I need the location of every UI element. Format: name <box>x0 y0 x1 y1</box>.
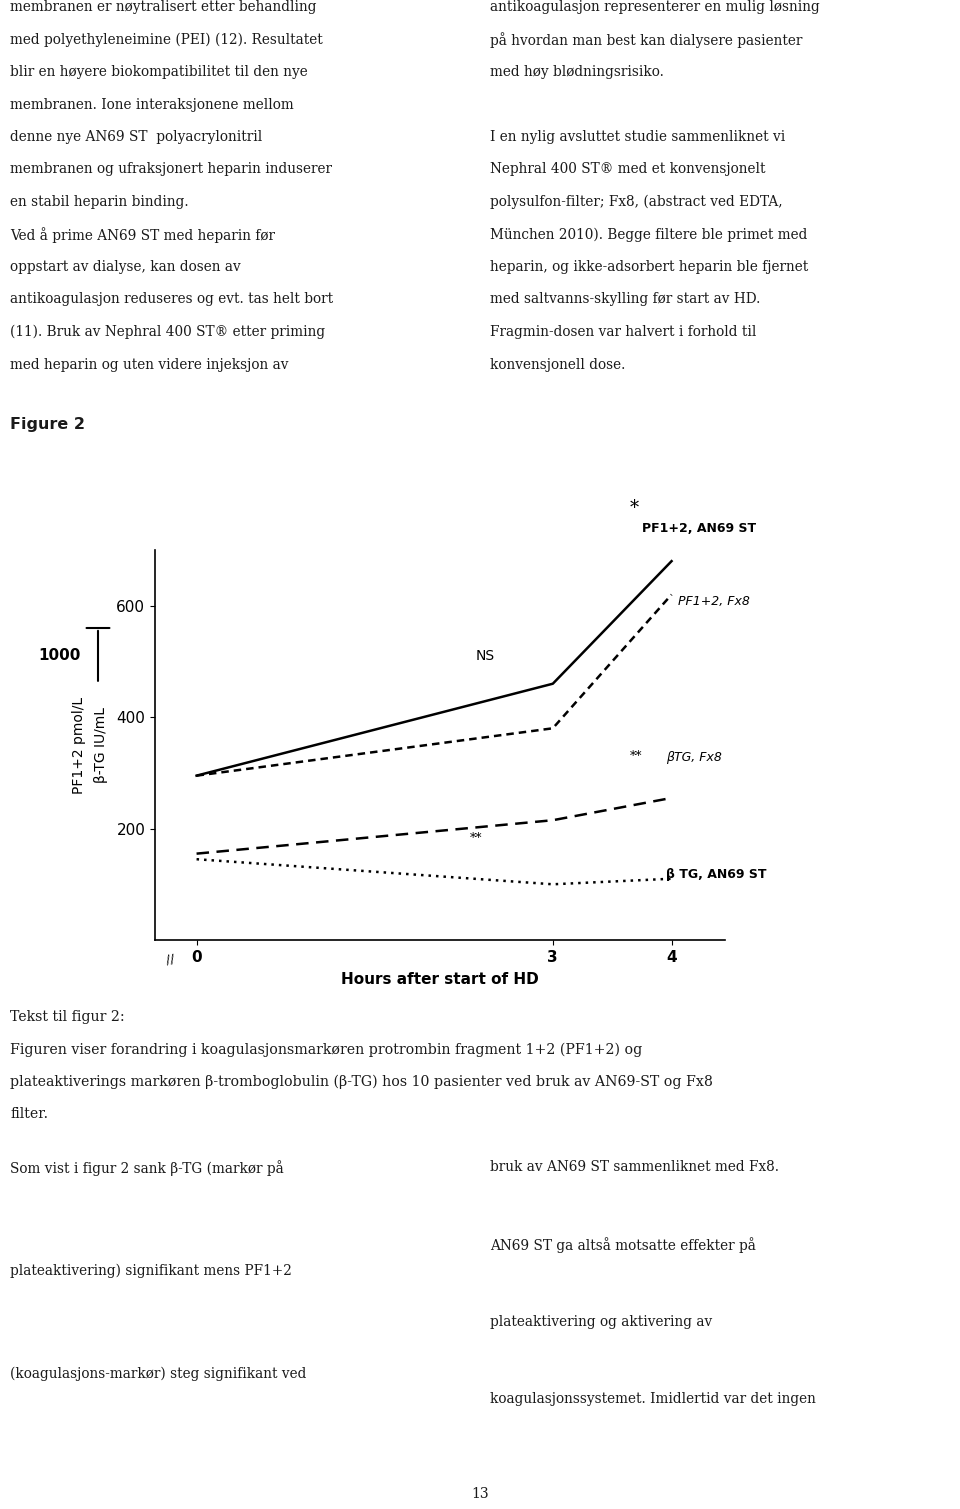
X-axis label: Hours after start of HD: Hours after start of HD <box>341 972 539 987</box>
Text: oppstart av dialyse, kan dosen av: oppstart av dialyse, kan dosen av <box>10 260 241 275</box>
Text: denne nye AN69 ST  polyacrylonitril: denne nye AN69 ST polyacrylonitril <box>10 130 262 143</box>
Text: I en nylig avsluttet studie sammenliknet vi: I en nylig avsluttet studie sammenliknet… <box>490 130 785 143</box>
Text: **: ** <box>630 750 642 762</box>
Text: *: * <box>630 498 639 516</box>
Text: Figure 2: Figure 2 <box>10 418 85 433</box>
Text: plateaktivering) signifikant mens PF1+2: plateaktivering) signifikant mens PF1+2 <box>10 1263 292 1278</box>
Text: med saltvanns-skylling før start av HD.: med saltvanns-skylling før start av HD. <box>490 293 760 306</box>
Text: membranen er nøytralisert etter behandling: membranen er nøytralisert etter behandli… <box>10 0 317 14</box>
Text: βTG, Fx8: βTG, Fx8 <box>665 751 722 764</box>
Text: heparin, og ikke-adsorbert heparin ble fjernet: heparin, og ikke-adsorbert heparin ble f… <box>490 260 808 275</box>
Text: membranen og ufraksjonert heparin induserer: membranen og ufraksjonert heparin induse… <box>10 163 332 177</box>
Text: med høy blødningsrisiko.: med høy blødningsrisiko. <box>490 65 664 78</box>
Text: polysulfon-filter; Fx8, (abstract ved EDTA,: polysulfon-filter; Fx8, (abstract ved ED… <box>490 195 782 210</box>
Text: på hvordan man best kan dialysere pasienter: på hvordan man best kan dialysere pasien… <box>490 33 803 48</box>
Text: β TG, AN69 ST: β TG, AN69 ST <box>665 868 766 881</box>
Text: blir en høyere biokompatibilitet til den nye: blir en høyere biokompatibilitet til den… <box>10 65 308 78</box>
Text: 13: 13 <box>471 1488 489 1501</box>
Text: PF1+2, Fx8: PF1+2, Fx8 <box>678 595 750 608</box>
Text: PF1+2, AN69 ST: PF1+2, AN69 ST <box>642 522 756 536</box>
Text: plateaktiverings markøren β-tromboglobulin (β-TG) hos 10 pasienter ved bruk av A: plateaktiverings markøren β-tromboglobul… <box>10 1074 713 1089</box>
Y-axis label: PF1+2 pmol/L
β-TG IU/mL: PF1+2 pmol/L β-TG IU/mL <box>72 697 108 794</box>
Text: med heparin og uten videre injeksjon av: med heparin og uten videre injeksjon av <box>10 358 289 371</box>
Text: Som vist i figur 2 sank β-TG (markør på: Som vist i figur 2 sank β-TG (markør på <box>10 1160 284 1176</box>
Text: filter.: filter. <box>10 1108 48 1121</box>
Text: Nephral 400 ST® med et konvensjonelt: Nephral 400 ST® med et konvensjonelt <box>490 163 765 177</box>
Text: antikoagulasjon reduseres og evt. tas helt bort: antikoagulasjon reduseres og evt. tas he… <box>10 293 333 306</box>
Text: plateaktivering og aktivering av: plateaktivering og aktivering av <box>490 1314 712 1329</box>
Text: konvensjonell dose.: konvensjonell dose. <box>490 358 625 371</box>
Text: Figuren viser forandring i koagulasjonsmarkøren protrombin fragment 1+2 (PF1+2) : Figuren viser forandring i koagulasjonsm… <box>10 1043 642 1056</box>
Text: **: ** <box>469 831 482 845</box>
Text: (koagulasjons-markør) steg signifikant ved: (koagulasjons-markør) steg signifikant v… <box>10 1367 306 1381</box>
Text: München 2010). Begge filtere ble primet med: München 2010). Begge filtere ble primet … <box>490 228 807 241</box>
Text: AN69 ST ga altså motsatte effekter på: AN69 ST ga altså motsatte effekter på <box>490 1237 756 1254</box>
Text: antikoagulasjon representerer en mulig løsning: antikoagulasjon representerer en mulig l… <box>490 0 820 14</box>
Text: Ved å prime AN69 ST med heparin før: Ved å prime AN69 ST med heparin før <box>10 228 275 243</box>
Text: 1000: 1000 <box>38 649 81 664</box>
Text: bruk av AN69 ST sammenliknet med Fx8.: bruk av AN69 ST sammenliknet med Fx8. <box>490 1160 779 1174</box>
Text: membranen. Ione interaksjonene mellom: membranen. Ione interaksjonene mellom <box>10 98 294 112</box>
Text: med polyethyleneimine (PEI) (12). Resultatet: med polyethyleneimine (PEI) (12). Result… <box>10 33 323 47</box>
Text: en stabil heparin binding.: en stabil heparin binding. <box>10 195 188 210</box>
Text: NS: NS <box>475 649 494 662</box>
Text: Tekst til figur 2:: Tekst til figur 2: <box>10 1010 125 1025</box>
Text: //: // <box>165 952 176 967</box>
Text: koagulasjonssystemet. Imidlertid var det ingen: koagulasjonssystemet. Imidlertid var det… <box>490 1393 816 1406</box>
Text: (11). Bruk av Nephral 400 ST® etter priming: (11). Bruk av Nephral 400 ST® etter prim… <box>10 324 325 340</box>
Text: Fragmin-dosen var halvert i forhold til: Fragmin-dosen var halvert i forhold til <box>490 324 756 340</box>
